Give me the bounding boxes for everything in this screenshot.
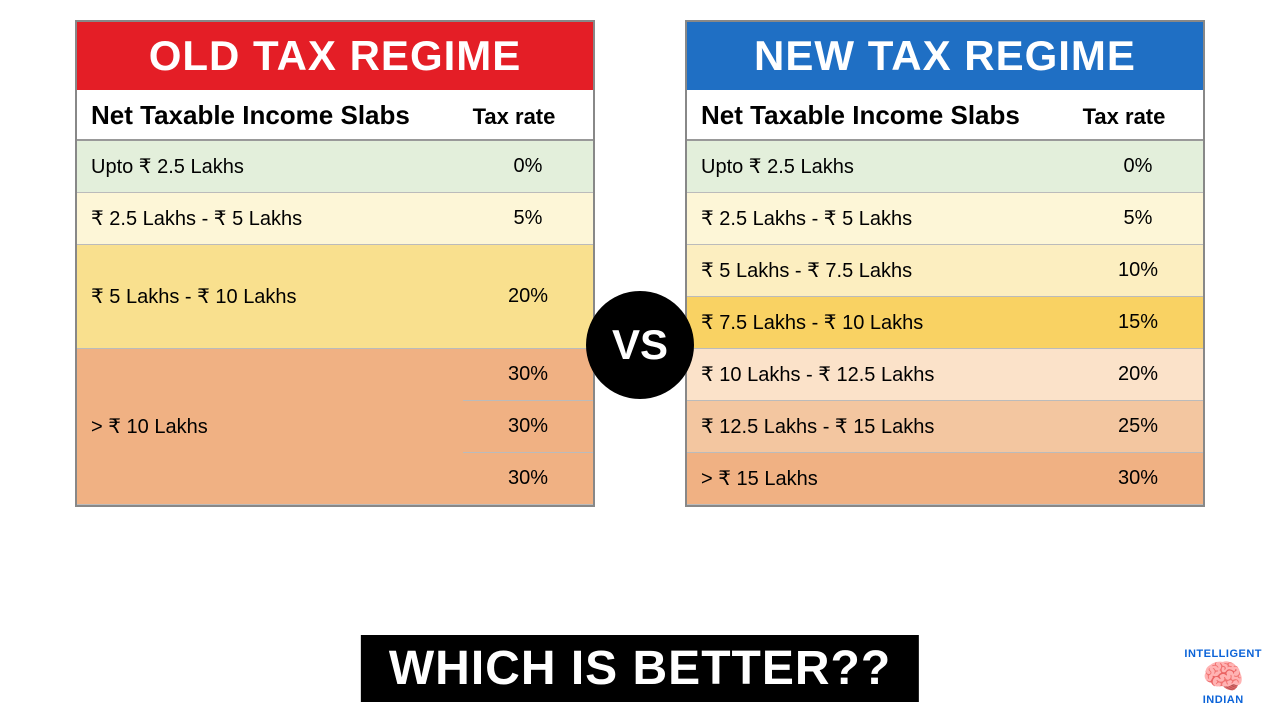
slab-cell: ₹ 2.5 Lakhs - ₹ 5 Lakhs [77, 206, 463, 231]
rate-cell: 5% [1073, 193, 1203, 245]
rate-value: 15% [1073, 297, 1203, 349]
slab-cell: ₹ 12.5 Lakhs - ₹ 15 Lakhs [687, 414, 1073, 439]
table-row: ₹ 5 Lakhs - ₹ 10 Lakhs20% [77, 245, 593, 349]
slab-cell: > ₹ 10 Lakhs [77, 414, 463, 439]
table-row: ₹ 7.5 Lakhs - ₹ 10 Lakhs15% [687, 297, 1203, 349]
slab-cell: ₹ 10 Lakhs - ₹ 12.5 Lakhs [687, 362, 1073, 387]
slab-cell: ₹ 7.5 Lakhs - ₹ 10 Lakhs [687, 310, 1073, 335]
table-row: ₹ 12.5 Lakhs - ₹ 15 Lakhs25% [687, 401, 1203, 453]
new-table-header: Net Taxable Income Slabs Tax rate [687, 90, 1203, 141]
rate-value: 30% [463, 453, 593, 505]
rate-value: 25% [1073, 401, 1203, 453]
rate-cell: 0% [1073, 141, 1203, 193]
vs-badge: VS [586, 291, 694, 399]
old-table-rows: Upto ₹ 2.5 Lakhs0%₹ 2.5 Lakhs - ₹ 5 Lakh… [77, 141, 593, 505]
rate-value: 5% [1073, 193, 1203, 245]
new-regime-panel: NEW TAX REGIME Net Taxable Income Slabs … [685, 20, 1205, 507]
brain-icon: 🧠 [1184, 660, 1262, 694]
rate-value: 5% [463, 193, 593, 245]
table-row: > ₹ 15 Lakhs30% [687, 453, 1203, 505]
rate-value: 30% [463, 401, 593, 453]
rate-cell: 25% [1073, 401, 1203, 453]
footer-question: WHICH IS BETTER?? [361, 635, 919, 702]
logo-text-bottom: INDIAN [1184, 694, 1262, 706]
slab-cell: ₹ 5 Lakhs - ₹ 7.5 Lakhs [687, 258, 1073, 283]
brand-logo: INTELLIGENT 🧠 INDIAN [1184, 648, 1262, 706]
rate-cell: 10% [1073, 245, 1203, 297]
old-regime-title: OLD TAX REGIME [77, 22, 593, 90]
slab-cell: ₹ 2.5 Lakhs - ₹ 5 Lakhs [687, 206, 1073, 231]
slab-cell: Upto ₹ 2.5 Lakhs [687, 154, 1073, 179]
old-table-header: Net Taxable Income Slabs Tax rate [77, 90, 593, 141]
rate-value: 10% [1073, 245, 1203, 297]
table-row: ₹ 5 Lakhs - ₹ 7.5 Lakhs10% [687, 245, 1203, 297]
old-col-rate: Tax rate [449, 104, 579, 130]
new-regime-title: NEW TAX REGIME [687, 22, 1203, 90]
table-row: ₹ 2.5 Lakhs - ₹ 5 Lakhs5% [77, 193, 593, 245]
new-col-slab: Net Taxable Income Slabs [701, 100, 1059, 131]
rate-value: 30% [1073, 453, 1203, 505]
rate-cell: 20% [463, 245, 593, 349]
rate-cell: 30%30%30% [463, 349, 593, 505]
table-row: Upto ₹ 2.5 Lakhs0% [77, 141, 593, 193]
slab-cell: Upto ₹ 2.5 Lakhs [77, 154, 463, 179]
rate-value: 30% [463, 349, 593, 401]
table-row: > ₹ 10 Lakhs30%30%30% [77, 349, 593, 505]
old-col-slab: Net Taxable Income Slabs [91, 100, 449, 131]
rate-cell: 0% [463, 141, 593, 193]
rate-cell: 15% [1073, 297, 1203, 349]
rate-value: 0% [1073, 141, 1203, 193]
new-table-rows: Upto ₹ 2.5 Lakhs0%₹ 2.5 Lakhs - ₹ 5 Lakh… [687, 141, 1203, 505]
slab-cell: ₹ 5 Lakhs - ₹ 10 Lakhs [77, 284, 463, 309]
rate-value: 20% [463, 245, 593, 349]
rate-cell: 5% [463, 193, 593, 245]
rate-cell: 20% [1073, 349, 1203, 401]
rate-value: 0% [463, 141, 593, 193]
new-col-rate: Tax rate [1059, 104, 1189, 130]
old-regime-panel: OLD TAX REGIME Net Taxable Income Slabs … [75, 20, 595, 507]
table-row: ₹ 2.5 Lakhs - ₹ 5 Lakhs5% [687, 193, 1203, 245]
table-row: Upto ₹ 2.5 Lakhs0% [687, 141, 1203, 193]
table-row: ₹ 10 Lakhs - ₹ 12.5 Lakhs20% [687, 349, 1203, 401]
slab-cell: > ₹ 15 Lakhs [687, 466, 1073, 491]
rate-value: 20% [1073, 349, 1203, 401]
rate-cell: 30% [1073, 453, 1203, 505]
